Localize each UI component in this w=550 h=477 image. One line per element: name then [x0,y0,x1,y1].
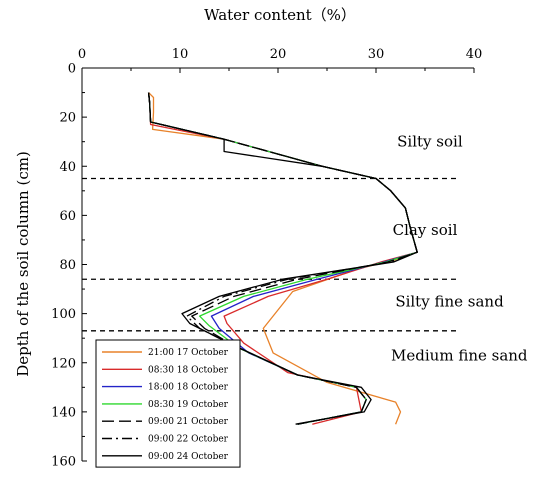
zone-label: Silty soil [397,133,463,151]
series-line [147,92,418,425]
y-tick-label: 40 [59,160,76,175]
x-tick-label: 10 [172,47,189,62]
x-tick-label: 40 [466,47,483,62]
zone-label: Silty fine sand [395,292,504,310]
y-tick-label: 60 [59,209,76,224]
y-tick-label: 140 [51,405,76,420]
y-tick-label: 120 [51,356,76,371]
x-axis-title: Water content（%） [204,6,356,24]
legend-label: 08:30 19 October [148,400,229,410]
legend-label: 21:00 17 October [148,348,229,358]
y-tick-label: 20 [59,111,76,126]
legend-box [95,339,241,468]
legend-label: 18:00 18 October [148,383,229,393]
x-tick-label: 20 [270,47,287,62]
legend-label: 09:00 22 October [148,435,229,445]
plot-area: 0 10 20 30 40 0 20 40 60 80 100 120 140 160 Silty soil… [51,47,528,470]
y-tick-label: 100 [51,307,76,322]
zone-label: Medium fine sand [391,346,528,364]
x-tick-label: 30 [368,47,385,62]
y-axis-title: Depth of the soil column (cm) [14,151,32,377]
y-tick-label: 80 [59,258,76,273]
y-tick-label: 0 [68,62,76,77]
y-tick-label: 160 [51,455,76,470]
legend-label: 09:00 21 October [148,417,229,427]
legend-label: 09:00 24 October [148,452,229,462]
zone-label: Clay soil [393,221,458,239]
legend-label: 08:30 18 October [148,365,229,375]
x-tick-label: 0 [78,47,86,62]
